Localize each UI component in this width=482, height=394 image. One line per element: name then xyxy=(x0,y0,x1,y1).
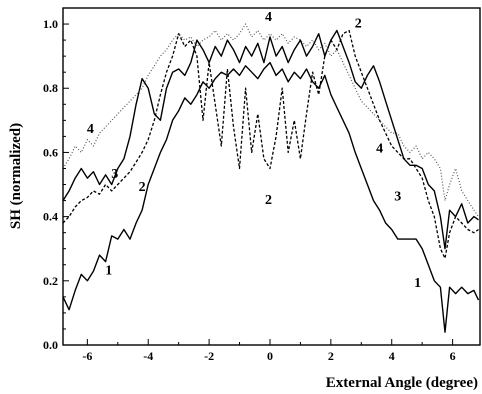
y-tick-label: 1.0 xyxy=(43,17,58,31)
x-tick-label: 4 xyxy=(389,349,395,363)
series-line-2 xyxy=(62,29,479,259)
curve-label-4: 4 xyxy=(87,122,94,137)
series-line-4 xyxy=(62,23,479,217)
x-tick-label: 2 xyxy=(328,349,334,363)
x-tick-label: -4 xyxy=(143,349,153,363)
y-axis: 0.0 0.2 0.4 0.6 0.8 1.0 xyxy=(43,17,69,352)
curve-labels: 1 2 3 4 4 2 2 4 3 1 xyxy=(87,10,421,291)
y-axis-title: SH (normalized) xyxy=(8,123,24,229)
series-layer xyxy=(62,23,480,333)
series-line-1 xyxy=(62,61,480,333)
x-tick-label: 0 xyxy=(267,349,273,363)
x-tick-label: -6 xyxy=(82,349,92,363)
x-axis: -6 -4 -2 0 2 4 6 xyxy=(82,339,456,363)
curve-label-3: 3 xyxy=(394,190,401,205)
y-tick-label: 0.0 xyxy=(43,338,58,352)
x-tick-label: -2 xyxy=(204,349,214,363)
curve-label-1: 1 xyxy=(414,276,421,291)
y-tick-label: 0.4 xyxy=(43,210,58,224)
curve-label-2: 2 xyxy=(355,16,362,31)
curve-label-2: 2 xyxy=(139,180,146,195)
x-tick-label: 6 xyxy=(450,349,456,363)
curve-label-4: 4 xyxy=(265,10,272,25)
plot-frame xyxy=(62,7,481,346)
curve-label-4: 4 xyxy=(376,141,383,156)
curve-label-3: 3 xyxy=(111,167,118,182)
curve-label-2: 2 xyxy=(265,193,272,208)
x-axis-title: External Angle (degree) xyxy=(326,375,478,391)
y-tick-label: 0.6 xyxy=(43,145,58,159)
y-tick-label: 0.2 xyxy=(43,274,58,288)
curve-label-1: 1 xyxy=(105,263,112,278)
series-line-3 xyxy=(62,29,479,250)
y-tick-label: 0.8 xyxy=(43,81,58,95)
